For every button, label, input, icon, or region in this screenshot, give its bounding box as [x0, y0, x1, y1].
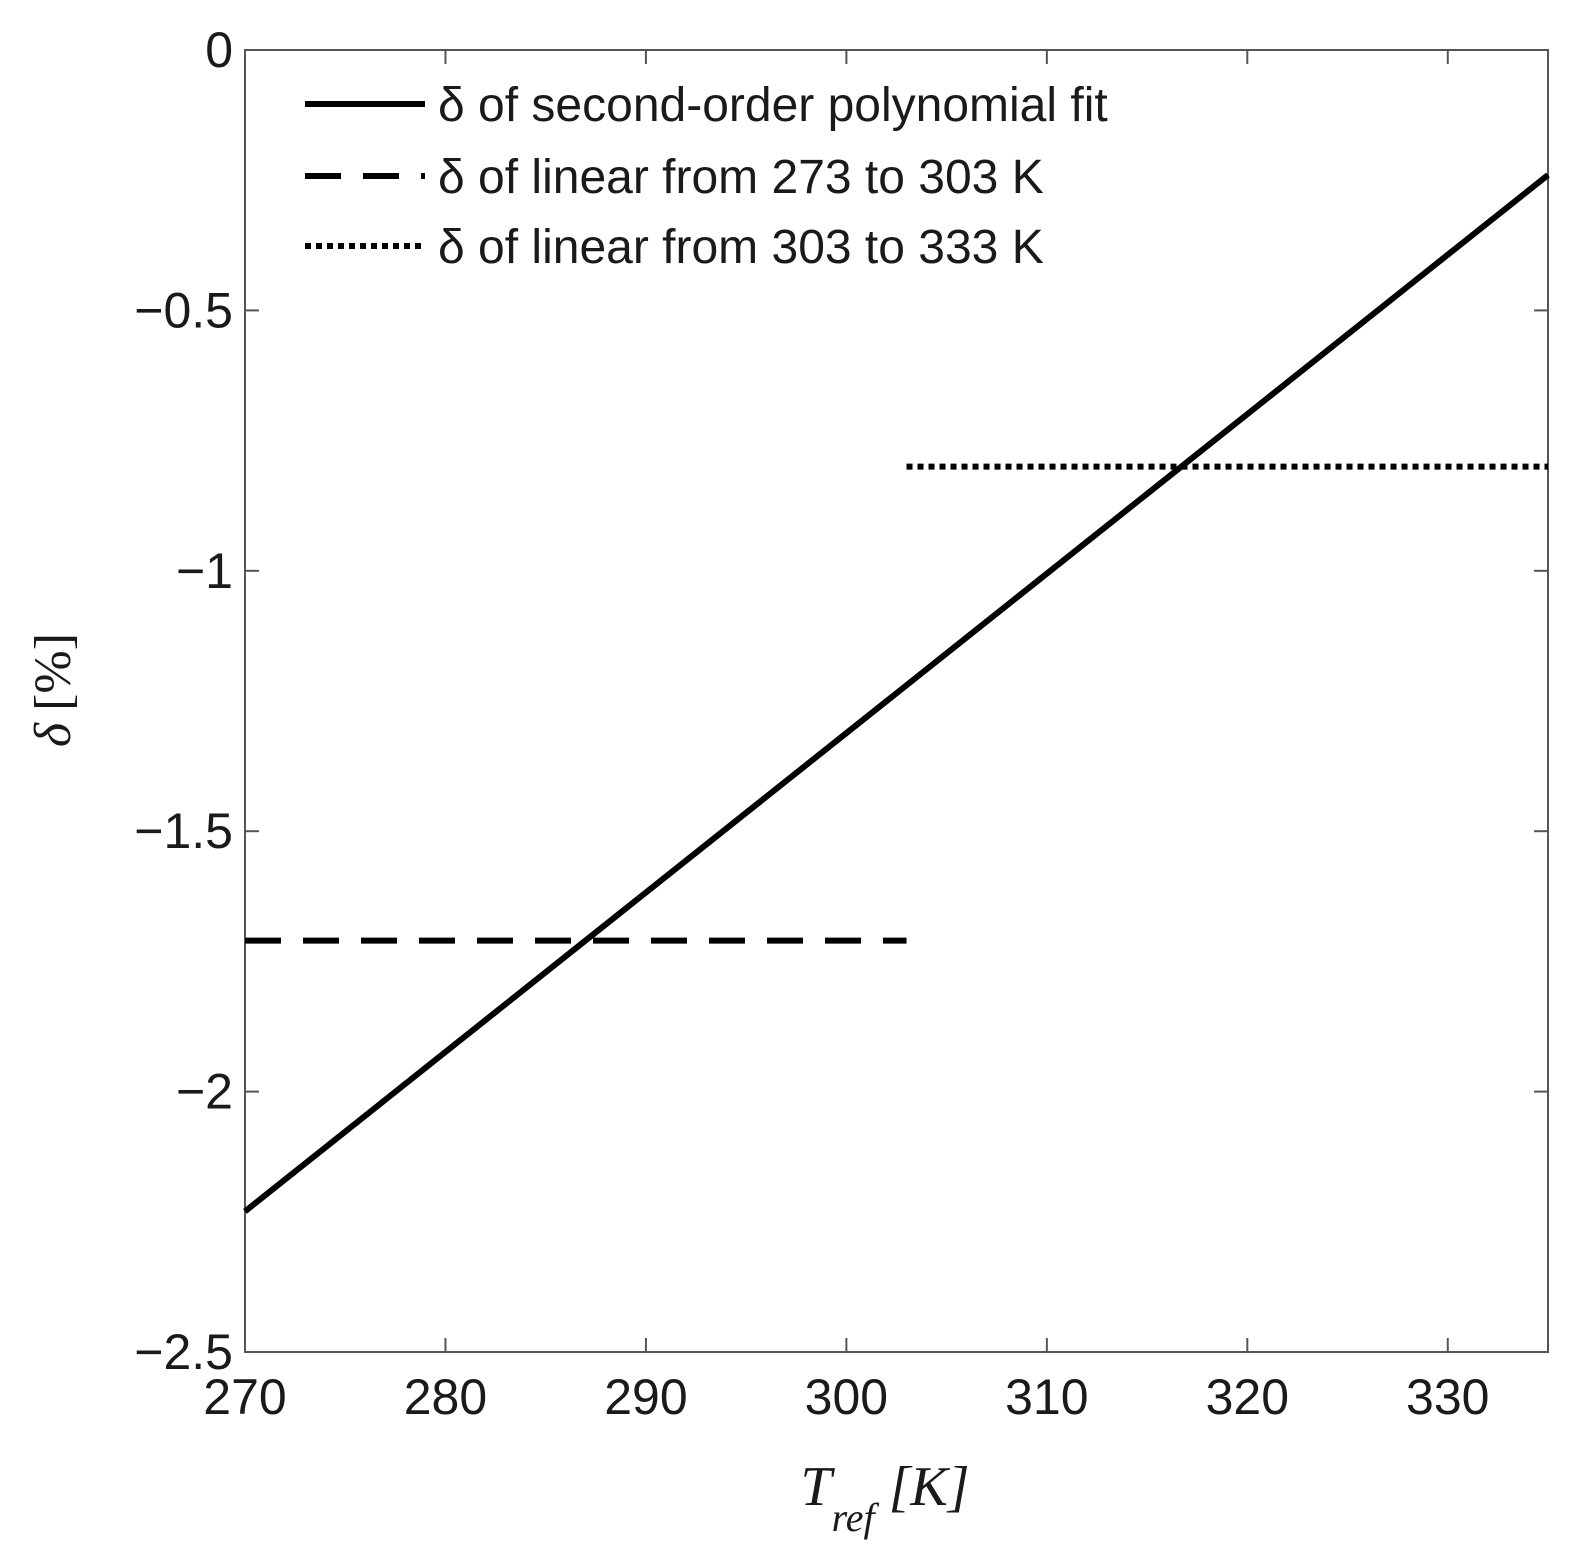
x-tick-label: 300: [805, 1369, 888, 1425]
x-axis-ticks: [244, 50, 1449, 1352]
y-axis-label-unit: [%]: [25, 633, 82, 711]
x-tick-label: 270: [203, 1369, 286, 1425]
x-axis-label-subscript: ref: [832, 1495, 880, 1540]
x-axis-label-main: T: [800, 1456, 835, 1518]
y-axis-label-symbol: δ: [25, 722, 82, 747]
x-axis-label-unit: [K]: [889, 1456, 970, 1518]
y-tick-label: −0.5: [134, 282, 233, 338]
y-tick-label: −2: [176, 1064, 233, 1120]
x-tick-label: 290: [604, 1369, 687, 1425]
series-line-solid: [243, 172, 1550, 1214]
y-tick-label: 0: [205, 22, 233, 78]
y-tick-label: −2.5: [134, 1324, 233, 1380]
x-tick-label: 320: [1206, 1369, 1289, 1425]
legend-label-polynomial-fit: δ of second-order polynomial fit: [438, 79, 1108, 132]
plot-area: [243, 49, 1550, 1353]
y-tick-label: −1.5: [134, 803, 233, 859]
x-tick-label: 280: [404, 1369, 487, 1425]
y-axis-ticks: [245, 49, 1548, 1353]
x-axis-label: Tref [K]: [800, 1456, 969, 1540]
y-tick-label: −1: [176, 543, 233, 599]
y-axis-tick-labels: 0 −0.5 −1 −1.5 −2 −2.5: [134, 22, 233, 1380]
x-axis-tick-labels: 270 280 290 300 310 320 330: [203, 1369, 1489, 1425]
x-tick-label: 330: [1406, 1369, 1489, 1425]
legend-label-linear-303-333: δ of linear from 303 to 333 K: [438, 221, 1044, 274]
series-lines: [243, 172, 1550, 1214]
legend: δ of second-order polynomial fit δ of li…: [305, 79, 1108, 274]
x-tick-label: 310: [1005, 1369, 1088, 1425]
legend-label-linear-273-303: δ of linear from 273 to 303 K: [438, 151, 1044, 204]
y-axis-label: δ [%]: [25, 633, 82, 747]
axes-box: [244, 49, 1549, 1353]
